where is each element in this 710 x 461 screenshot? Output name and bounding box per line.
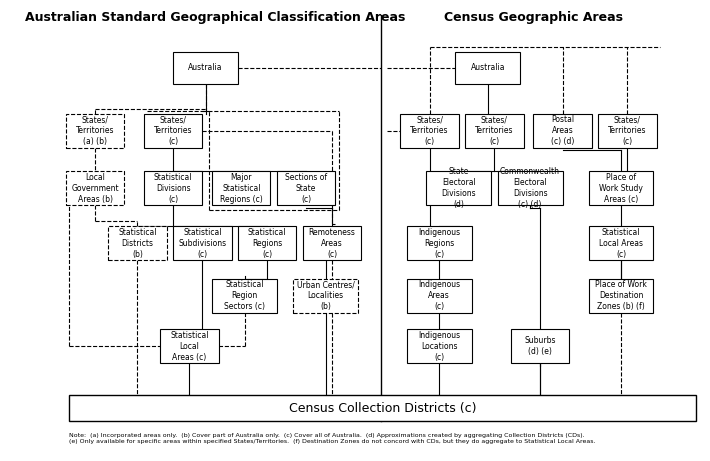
- FancyBboxPatch shape: [66, 171, 124, 205]
- Text: Place of
Work Study
Areas (c): Place of Work Study Areas (c): [599, 172, 643, 204]
- Text: Commonwealth
Electoral
Divisions
(c) (d): Commonwealth Electoral Divisions (c) (d): [500, 167, 560, 209]
- FancyBboxPatch shape: [144, 114, 202, 148]
- Text: Census Geographic Areas: Census Geographic Areas: [444, 11, 623, 24]
- FancyBboxPatch shape: [465, 114, 523, 148]
- Text: States/
Territories
(c): States/ Territories (c): [608, 115, 647, 147]
- Text: States/
Territories
(c): States/ Territories (c): [154, 115, 192, 147]
- Text: Statistical
Divisions
(c): Statistical Divisions (c): [154, 172, 192, 204]
- FancyBboxPatch shape: [212, 278, 277, 313]
- Text: Major
Statistical
Regions (c): Major Statistical Regions (c): [220, 172, 263, 204]
- Text: Census Collection Districts (c): Census Collection Districts (c): [289, 402, 476, 414]
- Text: Australia: Australia: [188, 63, 223, 72]
- Text: Statistical
Local
Areas (c): Statistical Local Areas (c): [170, 331, 209, 362]
- FancyBboxPatch shape: [589, 278, 653, 313]
- FancyBboxPatch shape: [293, 278, 358, 313]
- Text: Australian Standard Geographical Classification Areas: Australian Standard Geographical Classif…: [25, 11, 405, 24]
- Text: Suburbs
(d) (e): Suburbs (d) (e): [524, 336, 556, 356]
- FancyBboxPatch shape: [173, 226, 231, 260]
- Text: Indigenous
Regions
(c): Indigenous Regions (c): [418, 227, 460, 259]
- Text: Australia: Australia: [471, 63, 506, 72]
- FancyBboxPatch shape: [212, 171, 271, 205]
- Text: States/
Territories
(c): States/ Territories (c): [475, 115, 513, 147]
- FancyBboxPatch shape: [144, 171, 202, 205]
- FancyBboxPatch shape: [533, 114, 591, 148]
- FancyBboxPatch shape: [407, 278, 471, 313]
- FancyBboxPatch shape: [498, 171, 562, 205]
- Text: Statistical
Region
Sectors (c): Statistical Region Sectors (c): [224, 280, 265, 311]
- FancyBboxPatch shape: [407, 329, 471, 363]
- FancyBboxPatch shape: [510, 329, 569, 363]
- Text: Indigenous
Areas
(c): Indigenous Areas (c): [418, 280, 460, 311]
- FancyBboxPatch shape: [173, 52, 238, 84]
- FancyBboxPatch shape: [303, 226, 361, 260]
- FancyBboxPatch shape: [589, 226, 653, 260]
- FancyBboxPatch shape: [108, 226, 167, 260]
- FancyBboxPatch shape: [426, 171, 491, 205]
- Text: Remoteness
Areas
(c): Remoteness Areas (c): [309, 227, 356, 259]
- Text: Indigenous
Locations
(c): Indigenous Locations (c): [418, 331, 460, 362]
- Text: Statistical
Subdivisions
(c): Statistical Subdivisions (c): [178, 227, 226, 259]
- Text: Statistical
Regions
(c): Statistical Regions (c): [248, 227, 286, 259]
- FancyBboxPatch shape: [66, 114, 124, 148]
- Text: Statistical
Local Areas
(c): Statistical Local Areas (c): [599, 227, 643, 259]
- Text: States/
Territories
(a) (b): States/ Territories (a) (b): [76, 115, 114, 147]
- FancyBboxPatch shape: [277, 171, 335, 205]
- Text: States/
Territories
(c): States/ Territories (c): [410, 115, 449, 147]
- Text: Postal
Areas
(c) (d): Postal Areas (c) (d): [551, 115, 574, 147]
- Text: Sections of
State
(c): Sections of State (c): [285, 172, 327, 204]
- FancyBboxPatch shape: [238, 226, 297, 260]
- FancyBboxPatch shape: [455, 52, 520, 84]
- Text: Statistical
Districts
(b): Statistical Districts (b): [118, 227, 157, 259]
- Text: Note:  (a) Incorporated areas only.  (b) Cover part of Australia only.  (c) Cove: Note: (a) Incorporated areas only. (b) C…: [70, 433, 596, 444]
- FancyBboxPatch shape: [599, 114, 657, 148]
- FancyBboxPatch shape: [70, 396, 696, 420]
- Text: Place of Work
Destination
Zones (b) (f): Place of Work Destination Zones (b) (f): [595, 280, 647, 311]
- FancyBboxPatch shape: [400, 114, 459, 148]
- Text: State
Electoral
Divisions
(d): State Electoral Divisions (d): [442, 167, 476, 209]
- Text: Urban Centres/
Localities
(b): Urban Centres/ Localities (b): [297, 280, 354, 311]
- Text: Local
Government
Areas (b): Local Government Areas (b): [72, 172, 119, 204]
- FancyBboxPatch shape: [160, 329, 219, 363]
- FancyBboxPatch shape: [589, 171, 653, 205]
- FancyBboxPatch shape: [407, 226, 471, 260]
